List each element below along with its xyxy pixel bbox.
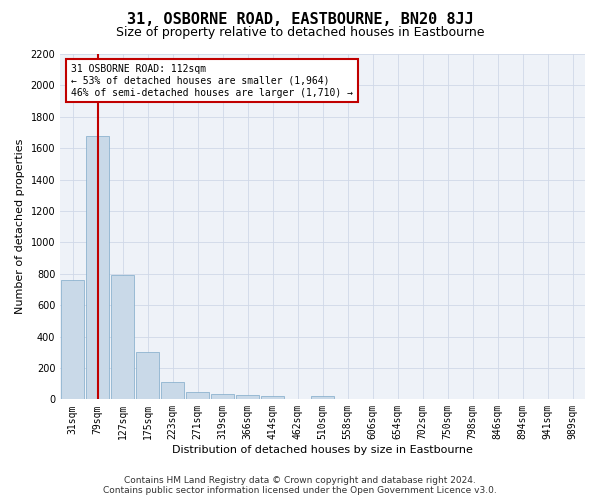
Text: Contains HM Land Registry data © Crown copyright and database right 2024.
Contai: Contains HM Land Registry data © Crown c… [103,476,497,495]
Text: 31 OSBORNE ROAD: 112sqm
← 53% of detached houses are smaller (1,964)
46% of semi: 31 OSBORNE ROAD: 112sqm ← 53% of detache… [71,64,353,98]
Bar [262,396,284,400]
Y-axis label: Number of detached properties: Number of detached properties [15,139,25,314]
X-axis label: Distribution of detached houses by size in Eastbourne: Distribution of detached houses by size … [172,445,473,455]
Bar [61,280,84,400]
Bar [136,352,159,400]
Text: 31, OSBORNE ROAD, EASTBOURNE, BN20 8JJ: 31, OSBORNE ROAD, EASTBOURNE, BN20 8JJ [127,12,473,28]
Bar [112,276,134,400]
Text: Size of property relative to detached houses in Eastbourne: Size of property relative to detached ho… [116,26,484,39]
Bar [187,392,209,400]
Bar [86,136,109,400]
Bar [236,395,259,400]
Bar [211,394,234,400]
Bar [161,382,184,400]
Bar [311,396,334,400]
